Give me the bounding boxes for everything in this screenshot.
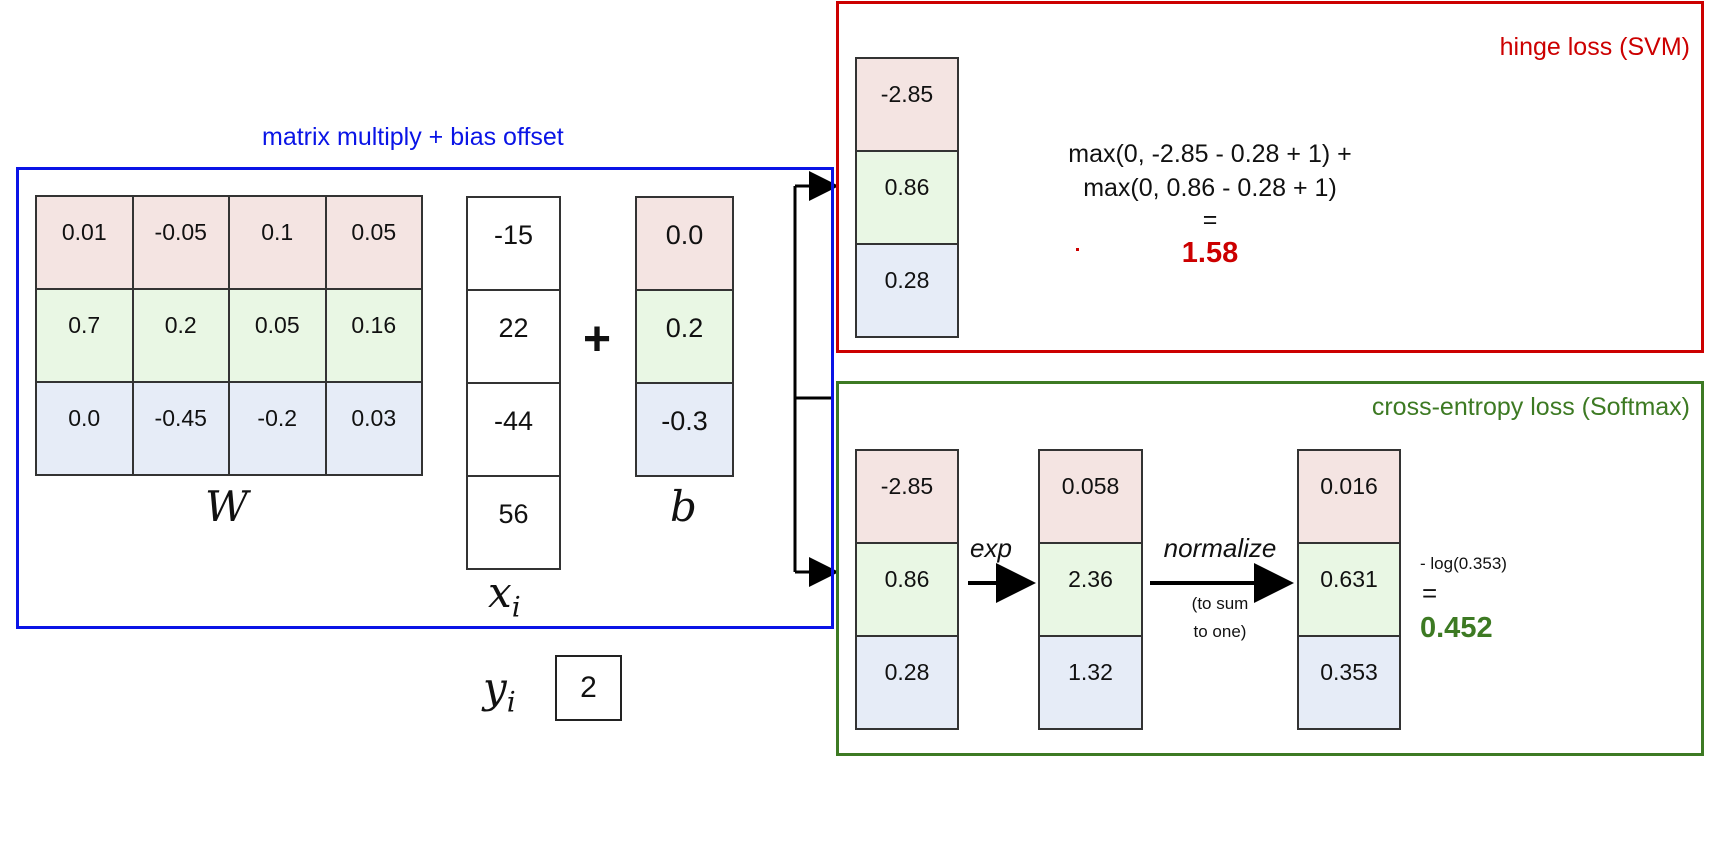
weight-cell: 0.03 [324, 381, 423, 476]
input-cell: 22 [466, 289, 561, 384]
score-cell: 0.86 [855, 150, 959, 245]
svm-formula-line1: max(0, -2.85 - 0.28 + 1) + [1068, 140, 1352, 168]
score-cell: 0.86 [855, 542, 959, 637]
exp-cell: 1.32 [1038, 635, 1143, 730]
softmax-box [836, 381, 1704, 756]
score-cell: 0.28 [855, 635, 959, 730]
weight-cell: 0.05 [228, 288, 327, 383]
svm-formula-line2: max(0, 0.86 - 0.28 + 1) [1083, 174, 1337, 202]
plus-sign: + [583, 313, 612, 366]
x-label-main: x [488, 568, 512, 617]
y-label: yi [483, 663, 516, 718]
normalize-note-1: (to sum [1191, 594, 1249, 613]
b-label: b [670, 482, 697, 531]
bias-cell: 0.2 [635, 289, 734, 384]
label-value-box: 2 [555, 655, 622, 721]
probability-cell: 0.353 [1297, 635, 1401, 730]
softmax-title: cross-entropy loss (Softmax) [1371, 393, 1690, 421]
weight-cell: 0.01 [35, 195, 134, 290]
exp-cell: 0.058 [1038, 449, 1143, 544]
y-label-main: y [483, 663, 507, 712]
probability-cell: 0.016 [1297, 449, 1401, 544]
weight-cell: 0.0 [35, 381, 134, 476]
score-cell: 0.28 [855, 243, 959, 338]
x-label-sub: i [511, 590, 521, 624]
linear-title: matrix multiply + bias offset [262, 123, 564, 151]
svm-equals: = [1202, 206, 1218, 234]
score-cell: -2.85 [855, 57, 959, 152]
bias-cell: 0.0 [635, 196, 734, 291]
red-dot [1076, 248, 1079, 251]
svm-box [836, 1, 1704, 353]
weight-cell: -0.2 [228, 381, 327, 476]
W-label: W [205, 482, 249, 531]
exp-label: exp [970, 533, 1012, 563]
normalize-note-2: to one) [1193, 622, 1247, 641]
linear-box [16, 167, 834, 629]
normalize-label: normalize [1163, 533, 1277, 563]
probability-cell: 0.631 [1297, 542, 1401, 637]
softmax-result: 0.452 [1420, 612, 1493, 644]
exp-cell: 2.36 [1038, 542, 1143, 637]
weight-cell: 0.7 [35, 288, 134, 383]
branch-connector [793, 186, 833, 572]
svm-result: 1.58 [1181, 237, 1239, 269]
bias-cell: -0.3 [635, 382, 734, 477]
loss-expression: - log(0.353) [1420, 554, 1507, 573]
weight-cell: -0.45 [131, 381, 230, 476]
input-cell: -15 [466, 196, 561, 291]
x-label: xi [488, 568, 521, 623]
weight-cell: 0.16 [324, 288, 423, 383]
softmax-equals: = [1422, 578, 1438, 608]
score-cell: -2.85 [855, 449, 959, 544]
y-label-sub: i [506, 685, 516, 719]
weight-cell: 0.05 [324, 195, 423, 290]
weight-cell: -0.05 [131, 195, 230, 290]
weight-cell: 0.2 [131, 288, 230, 383]
weight-cell: 0.1 [228, 195, 327, 290]
input-cell: 56 [466, 475, 561, 570]
svm-title: hinge loss (SVM) [1499, 33, 1690, 61]
input-cell: -44 [466, 382, 561, 477]
